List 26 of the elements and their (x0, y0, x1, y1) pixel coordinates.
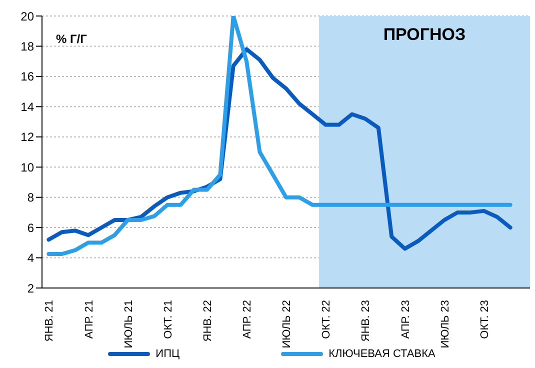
x-tick-label: ОКТ. 23 (478, 300, 491, 339)
x-tick-label: ИЮЛЬ 22 (281, 300, 294, 348)
x-tick-label: АПР. 21 (83, 300, 96, 339)
x-tick-label: АПР. 23 (400, 300, 412, 339)
x-tick-label: ИЮЛЬ 21 (122, 300, 135, 348)
x-tick-label: АПР. 22 (242, 300, 254, 339)
x-tick-label: ОКТ. 21 (162, 300, 174, 339)
x-tick-label: ИЮЛЬ 23 (439, 300, 452, 348)
y-tick-label: 12 (20, 130, 34, 144)
y-tick-label: 18 (20, 39, 34, 54)
legend-label: КЛЮЧЕВАЯ СТАВКА (328, 348, 436, 360)
y-tick-label: 4 (27, 251, 34, 266)
x-tick-label: ОКТ. 22 (320, 300, 333, 339)
y-tick-label: 8 (27, 190, 34, 205)
y-tick-label: 2 (27, 281, 34, 296)
y-tick-label: 20 (20, 9, 34, 24)
x-tick-label: ЯНВ. 21 (44, 300, 56, 342)
x-tick-label: ЯНВ. 22 (202, 300, 214, 342)
y-tick-label: 14 (20, 100, 34, 114)
y-tick-label: 10 (20, 160, 34, 174)
x-tick-label: ЯНВ. 23 (360, 300, 372, 342)
band-label: ПРОГНОЗ (383, 25, 466, 44)
legend-label: ИПЦ (156, 348, 180, 360)
y-axis-title: % Г/Г (56, 32, 87, 46)
y-tick-label: 6 (27, 220, 34, 235)
y-tick-label: 16 (20, 70, 34, 84)
